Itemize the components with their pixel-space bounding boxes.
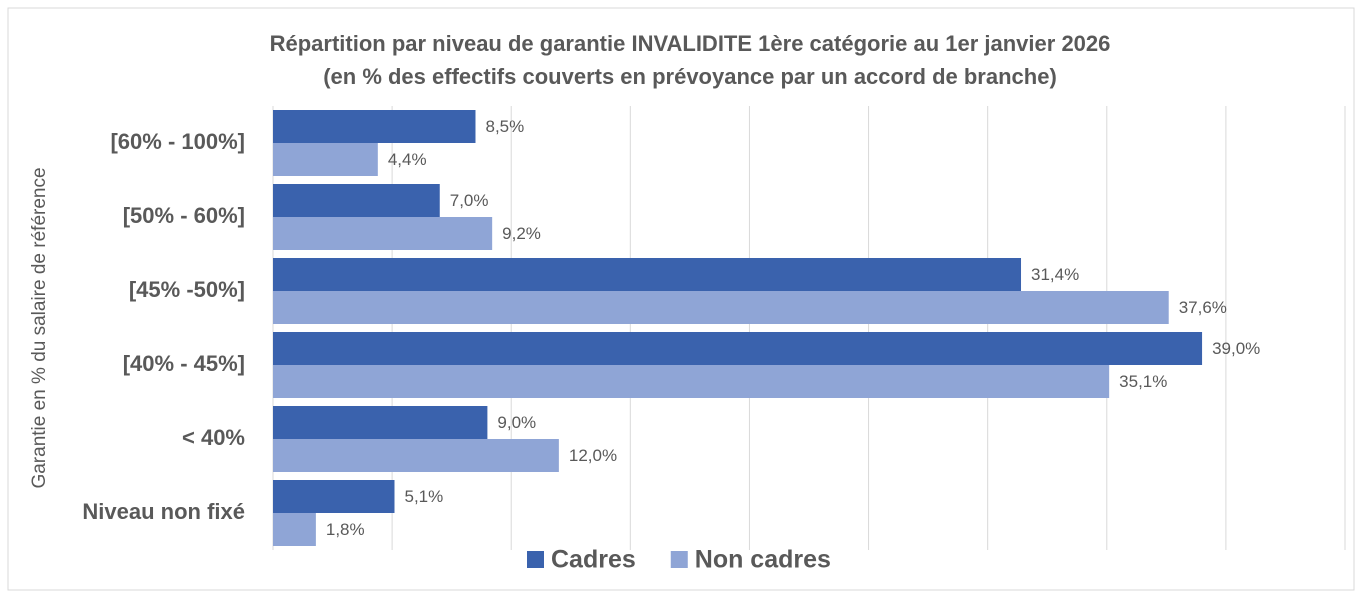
data-label: 4,4% — [388, 150, 427, 169]
legend-swatch — [527, 551, 544, 568]
data-label: 35,1% — [1119, 372, 1167, 391]
category-label: [60% - 100%] — [110, 129, 245, 154]
bar — [273, 184, 440, 217]
data-label: 39,0% — [1212, 339, 1260, 358]
legend-label: Cadres — [551, 546, 636, 574]
bar — [273, 110, 476, 143]
category-label: [50% - 60%] — [123, 203, 245, 228]
data-label: 9,0% — [497, 413, 536, 432]
bar — [273, 480, 395, 513]
bar — [273, 291, 1169, 324]
category-label: Niveau non fixé — [82, 499, 245, 524]
bar — [273, 365, 1110, 398]
bar — [273, 513, 316, 546]
legend-label: Non cadres — [695, 546, 831, 574]
legend-swatch — [670, 551, 688, 568]
bar — [273, 439, 559, 472]
bar — [273, 143, 378, 176]
data-label: 1,8% — [326, 520, 365, 539]
bar — [273, 258, 1022, 291]
data-label: 37,6% — [1179, 298, 1227, 317]
category-label: [45% -50%] — [129, 277, 245, 302]
category-label: [40% - 45%] — [123, 351, 245, 376]
bar — [273, 332, 1203, 365]
data-label: 5,1% — [404, 487, 443, 506]
data-label: 7,0% — [450, 191, 489, 210]
data-label: 8,5% — [485, 117, 524, 136]
category-label: < 40% — [182, 425, 245, 450]
bar — [273, 406, 488, 439]
data-label: 12,0% — [569, 446, 617, 465]
chart-title: Répartition par niveau de garantie INVAL… — [270, 31, 1111, 56]
y-axis-label: Garantie en % du salaire de référence — [29, 167, 50, 488]
chart-subtitle: (en % des effectifs couverts en prévoyan… — [323, 64, 1057, 89]
bar — [273, 217, 493, 250]
data-label: 31,4% — [1031, 265, 1079, 284]
data-label: 9,2% — [502, 224, 541, 243]
